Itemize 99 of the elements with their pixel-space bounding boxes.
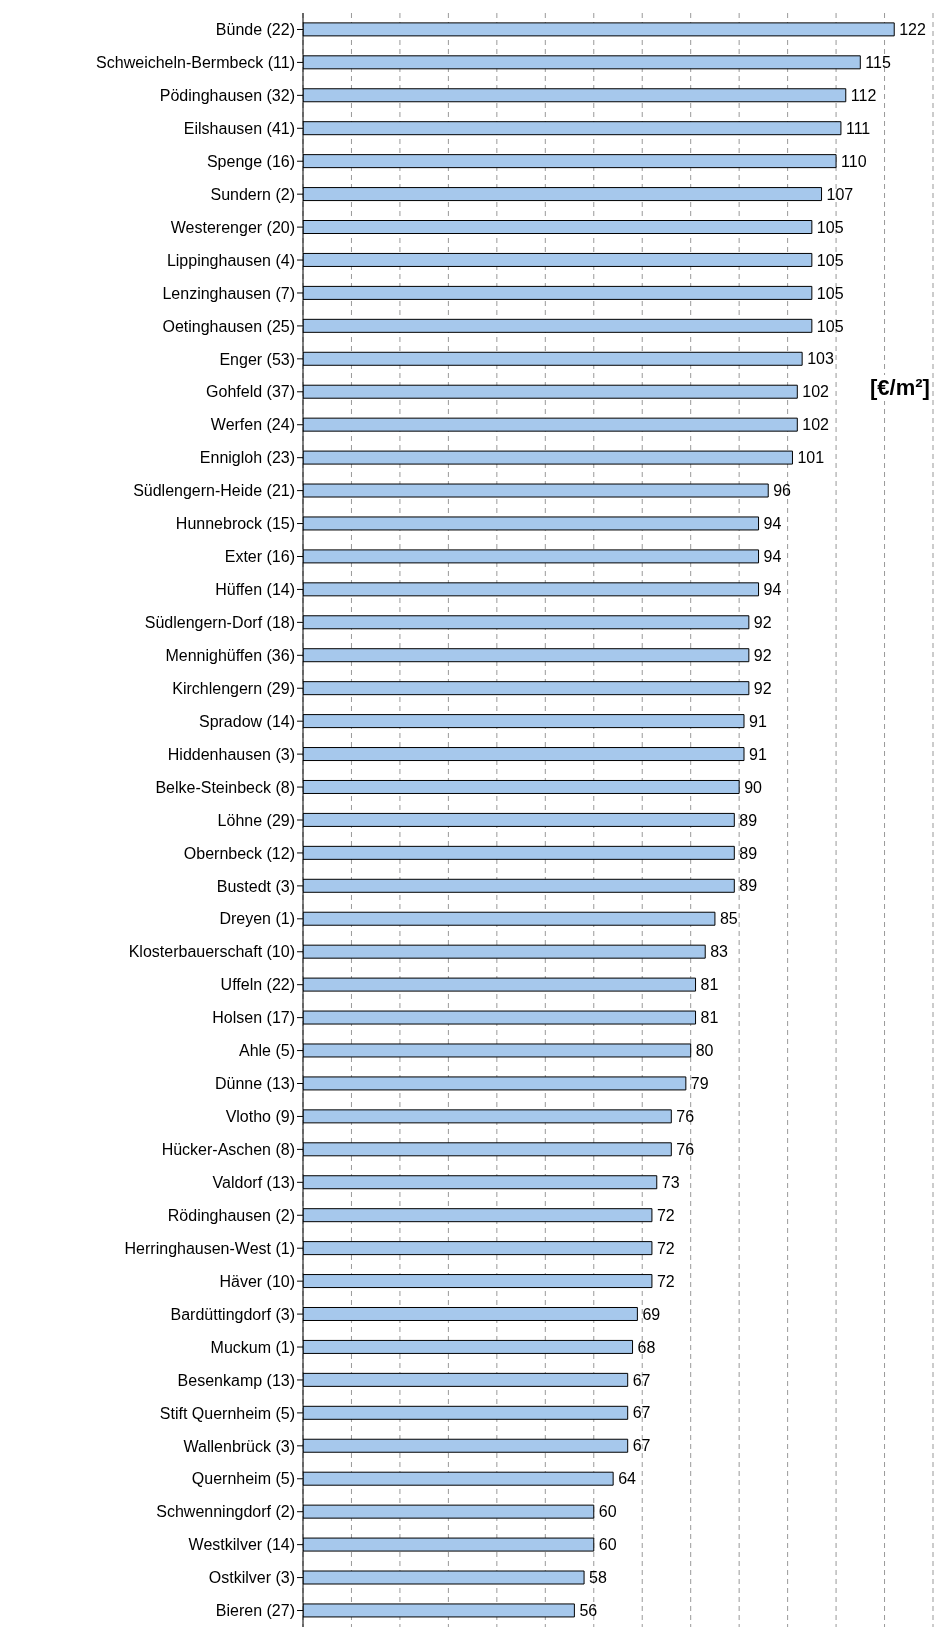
- data-label: 85: [719, 910, 738, 928]
- data-label: 92: [753, 679, 772, 697]
- data-label: 72: [656, 1239, 675, 1257]
- data-label: 80: [695, 1042, 714, 1060]
- data-label: 56: [579, 1602, 598, 1620]
- y-tick-label: Quernheim (5): [191, 1470, 295, 1488]
- y-tick-label: Mennighüffen (36): [165, 646, 295, 664]
- y-tick-label: Bustedt (3): [216, 877, 295, 895]
- y-tick-label: Schwenningdorf (2): [156, 1503, 295, 1521]
- y-tick-label: Dünne (13): [214, 1075, 295, 1093]
- data-label: 89: [739, 844, 758, 862]
- data-label: 89: [739, 877, 758, 895]
- y-tick-label: Südlengern-Dorf (18): [144, 614, 295, 632]
- data-label: 105: [816, 284, 844, 302]
- y-tick-label: Herringhausen-West (1): [124, 1239, 295, 1257]
- y-tick-label: Rödinghausen (2): [167, 1206, 295, 1224]
- data-label: 105: [816, 317, 844, 335]
- data-label: 105: [816, 251, 844, 269]
- y-tick-label: Stift Quernheim (5): [159, 1404, 295, 1422]
- y-tick-label: Muckum (1): [210, 1338, 295, 1356]
- y-tick-label: Enger (53): [219, 350, 295, 368]
- y-tick-label: Oetinghausen (25): [162, 317, 295, 335]
- y-tick-label: Südlengern-Heide (21): [133, 482, 295, 500]
- y-tick-label: Obernbeck (12): [183, 844, 295, 862]
- data-label: 67: [632, 1404, 651, 1422]
- y-tick-label: Vlotho (9): [225, 1108, 295, 1126]
- y-tick-label: Schweicheln-Bermbeck (11): [96, 54, 295, 72]
- data-label: 69: [642, 1305, 661, 1323]
- y-tick-label: Belke-Steinbeck (8): [155, 778, 295, 796]
- y-tick-label: Kirchlengern (29): [172, 679, 295, 697]
- data-label: 107: [826, 185, 854, 203]
- data-label: 90: [744, 778, 763, 796]
- y-tick-label: Uffeln (22): [220, 976, 295, 994]
- y-tick-label: Besenkamp (13): [177, 1371, 295, 1389]
- y-tick-label: Wallenbrück (3): [183, 1437, 295, 1455]
- y-tick-label: Gohfeld (37): [206, 383, 295, 401]
- y-tick-label: Bieren (27): [215, 1602, 295, 1620]
- y-tick-label: Hücker-Aschen (8): [161, 1141, 295, 1159]
- y-tick-label: Sundern (2): [210, 185, 295, 203]
- y-tick-label: Löhne (29): [217, 811, 295, 829]
- data-label: 60: [598, 1503, 617, 1521]
- data-label: 101: [797, 449, 825, 467]
- data-label: 67: [632, 1437, 651, 1455]
- data-label: 76: [676, 1140, 695, 1158]
- data-label: 115: [865, 54, 891, 71]
- data-label: 94: [763, 515, 782, 533]
- y-tick-label: Häver (10): [219, 1272, 295, 1290]
- y-tick-label: Ahle (5): [238, 1042, 295, 1060]
- data-label: 81: [700, 1009, 719, 1027]
- data-label: 92: [753, 646, 772, 664]
- data-label: 76: [676, 1108, 695, 1126]
- x-axis-title: [€/m²]: [870, 375, 930, 402]
- data-label: 72: [656, 1272, 675, 1290]
- y-tick-label: Ennigloh (23): [199, 449, 295, 467]
- y-tick-label: Eilshausen (41): [183, 119, 295, 137]
- data-label: 103: [807, 350, 834, 368]
- y-tick-label: Lenzinghausen (7): [162, 284, 295, 302]
- data-label: 60: [598, 1536, 617, 1554]
- y-tick-label: Bardüttingdorf (3): [170, 1305, 295, 1323]
- data-label: 67: [632, 1371, 651, 1389]
- data-label: 122: [899, 21, 927, 39]
- data-label: 91: [749, 712, 767, 730]
- y-tick-label: Exter (16): [224, 548, 295, 566]
- y-tick-label: Lippinghausen (4): [166, 251, 295, 269]
- data-label: 89: [739, 811, 758, 829]
- data-label: 73: [661, 1173, 680, 1191]
- data-label: 92: [753, 613, 772, 631]
- data-label: 96: [773, 482, 792, 500]
- data-label: 110: [841, 152, 867, 170]
- y-tick-label: Pödinghausen (32): [159, 87, 295, 105]
- y-tick-label: Westkilver (14): [188, 1536, 295, 1554]
- data-label: 79: [690, 1075, 709, 1093]
- y-tick-label: Holsen (17): [212, 1009, 295, 1027]
- data-label: 58: [589, 1569, 607, 1587]
- y-tick-label: Werfen (24): [210, 416, 295, 434]
- data-label: 112: [850, 86, 877, 104]
- y-tick-label: Spradow (14): [198, 712, 295, 730]
- y-tick-label: Hunnebrock (15): [175, 515, 295, 533]
- data-label: 102: [802, 416, 830, 434]
- data-label: 64: [618, 1470, 637, 1488]
- data-label: 102: [802, 383, 830, 401]
- data-label: 111: [845, 119, 871, 137]
- y-tick-label: Hüffen (14): [215, 581, 295, 599]
- y-tick-label: Bünde (22): [215, 21, 295, 39]
- y-tick-label: Spenge (16): [206, 152, 295, 170]
- y-tick-label: Dreyen (1): [219, 910, 295, 928]
- data-label: 81: [700, 976, 719, 994]
- y-tick-label: Valdorf (13): [212, 1174, 295, 1192]
- data-label: 68: [637, 1338, 656, 1356]
- y-tick-label: Ostkilver (3): [208, 1569, 295, 1587]
- data-label: 91: [749, 745, 767, 763]
- data-label: 83: [710, 943, 729, 961]
- data-label: 94: [763, 581, 782, 599]
- y-tick-label: Westerenger (20): [170, 218, 295, 236]
- data-label: 105: [816, 218, 844, 236]
- y-tick-label: Hiddenhausen (3): [167, 745, 295, 763]
- y-tick-label: Klosterbauerschaft (10): [128, 943, 295, 961]
- data-label: 94: [763, 548, 782, 566]
- data-label: 72: [656, 1206, 675, 1224]
